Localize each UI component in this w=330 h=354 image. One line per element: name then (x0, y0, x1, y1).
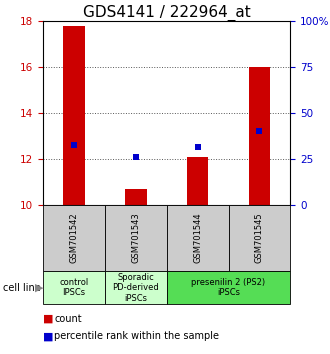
Text: cell line: cell line (3, 282, 41, 293)
Text: ▶: ▶ (35, 282, 43, 293)
Text: Sporadic
PD-derived
iPSCs: Sporadic PD-derived iPSCs (112, 273, 159, 303)
Bar (187, 157, 209, 205)
Text: ■: ■ (43, 331, 53, 341)
Bar (63, 26, 85, 205)
Text: ■: ■ (43, 314, 53, 324)
Bar (125, 189, 147, 205)
Text: control
IPSCs: control IPSCs (59, 278, 88, 297)
Text: GSM701544: GSM701544 (193, 213, 202, 263)
Text: presenilin 2 (PS2)
iPSCs: presenilin 2 (PS2) iPSCs (191, 278, 266, 297)
Text: percentile rank within the sample: percentile rank within the sample (54, 331, 219, 341)
Text: GSM701543: GSM701543 (131, 213, 140, 263)
Title: GDS4141 / 222964_at: GDS4141 / 222964_at (83, 5, 250, 21)
Bar (248, 67, 270, 205)
Text: GSM701545: GSM701545 (255, 213, 264, 263)
Text: count: count (54, 314, 82, 324)
Text: GSM701542: GSM701542 (69, 213, 78, 263)
